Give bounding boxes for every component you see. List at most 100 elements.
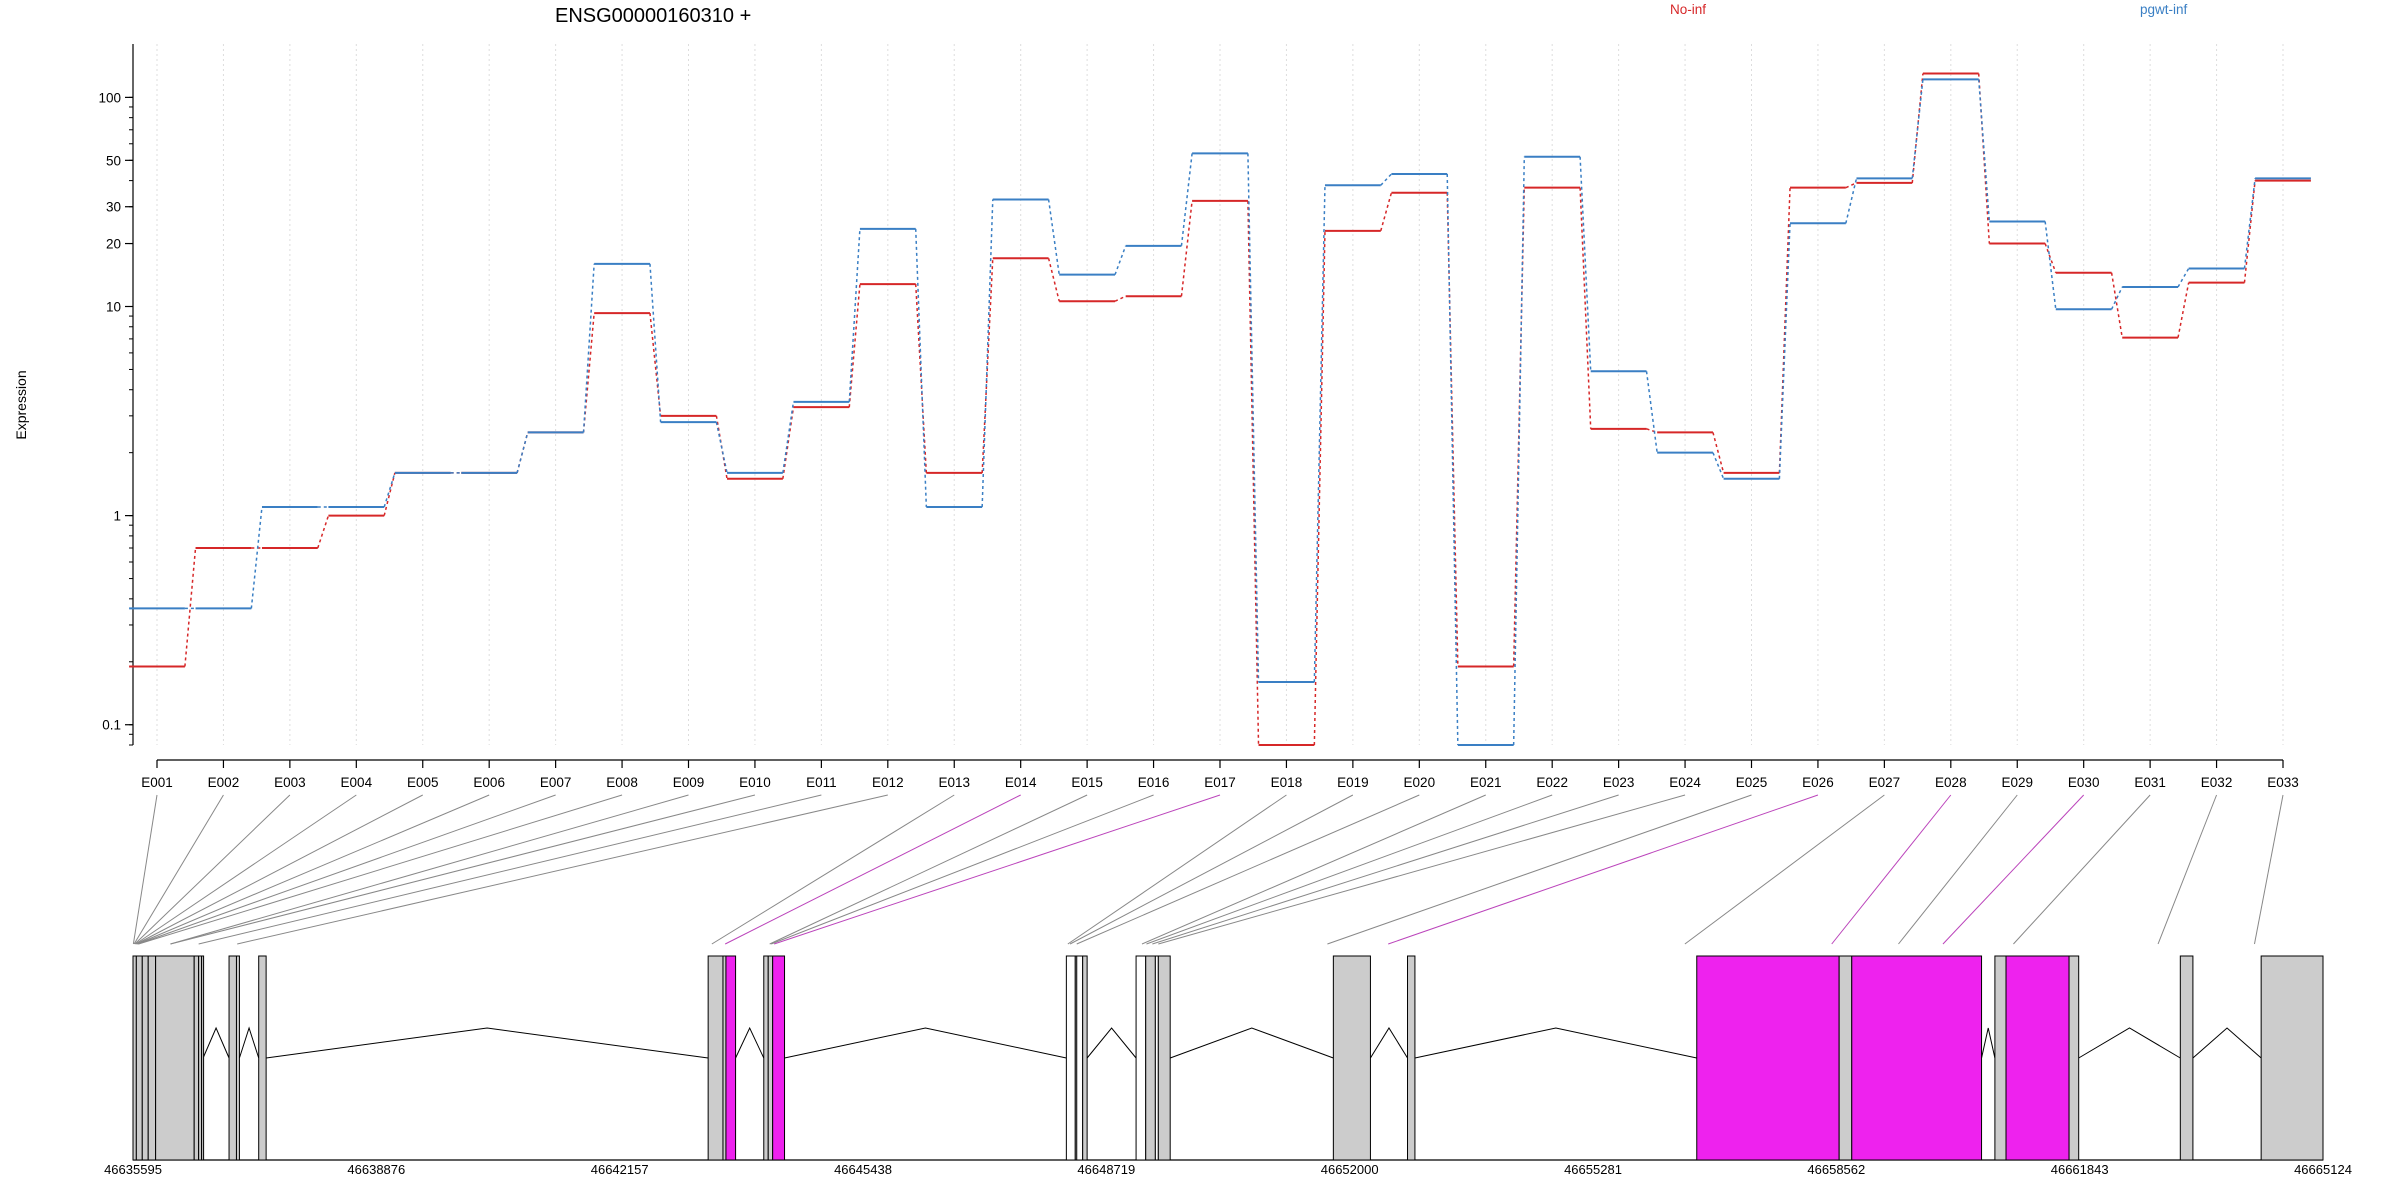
series-connector	[1313, 230, 1326, 746]
y-tick-label: 20	[106, 237, 121, 252]
intron-line	[2078, 1027, 2181, 1059]
x-tick-label: E009	[673, 775, 705, 790]
series-connector	[1247, 200, 1260, 746]
exon-connector-line	[133, 794, 224, 945]
intron-line	[1414, 1027, 1697, 1059]
genome-coordinate-label: 46645438	[834, 1162, 892, 1177]
series-connector	[1047, 258, 1060, 302]
series-connector	[1047, 199, 1060, 275]
exon-connector-line	[136, 794, 423, 945]
exon-connector-line	[711, 794, 955, 945]
series-connector	[1380, 192, 1393, 232]
y-axis-label: Expression	[13, 370, 29, 439]
exon-connector-line	[137, 794, 556, 945]
series-connector	[184, 547, 197, 667]
exon-connector-line	[132, 794, 158, 945]
series-connector	[516, 432, 529, 474]
series-connector	[1579, 156, 1592, 372]
series-connector	[383, 472, 396, 508]
exon-box	[767, 955, 774, 1161]
intron-line	[1370, 1027, 1408, 1059]
series-connector	[1778, 223, 1791, 479]
series-connector	[1712, 452, 1725, 480]
legend-entry-pgwt-inf: pgwt-inf	[2140, 2, 2188, 17]
series-connector	[1247, 153, 1260, 683]
exon-connector-line	[1942, 794, 2085, 945]
exon-connector-line	[1831, 794, 1952, 945]
exon-box	[763, 955, 769, 1161]
exon-box	[2068, 955, 2080, 1161]
series-connector	[2177, 282, 2190, 338]
x-tick-label: E031	[2134, 775, 2166, 790]
series-connector	[1380, 173, 1392, 186]
intron-line	[238, 1026, 260, 1059]
exon-connector-line	[170, 794, 689, 945]
x-tick-label: E028	[1935, 775, 1967, 790]
grid-lines	[156, 44, 2284, 745]
x-tick-label: E024	[1669, 775, 1701, 790]
x-tick-label: E025	[1736, 775, 1768, 790]
series-connector	[782, 401, 795, 474]
intron-line	[2192, 1027, 2262, 1059]
x-tick-label: E002	[208, 775, 240, 790]
series-connector	[782, 407, 795, 479]
series-connector	[250, 506, 263, 609]
genome-coordinate-label: 46655281	[1564, 1162, 1622, 1177]
exon-connector-line	[135, 794, 357, 945]
exon-box	[1145, 955, 1156, 1161]
series-lines	[129, 72, 2311, 746]
series-connector	[2243, 180, 2256, 283]
x-tick-label: E029	[2001, 775, 2033, 790]
x-tick-label: E023	[1603, 775, 1635, 790]
series-connector	[981, 199, 994, 507]
series-pgwt-inf	[129, 78, 2311, 746]
series-connector	[1911, 79, 1924, 179]
exon-connector-line	[136, 794, 490, 945]
series-connector	[1845, 178, 1858, 224]
series-connector	[2044, 221, 2057, 310]
exon-box	[2005, 955, 2070, 1161]
series-connector	[1579, 187, 1592, 429]
series-connector	[1512, 156, 1526, 746]
exon-connector-line	[1684, 794, 1885, 945]
intron-line	[202, 1026, 230, 1059]
exon-connector-line	[1141, 794, 1486, 945]
legend-entry-no-inf: No-inf	[1670, 2, 1706, 17]
x-tick-label: E008	[606, 775, 638, 790]
intron-line	[1981, 1027, 1996, 1059]
series-connector	[848, 228, 861, 402]
y-tick-label: 0.1	[102, 718, 121, 733]
exon-box	[1838, 955, 1853, 1161]
exon-box	[1135, 955, 1147, 1161]
exon-box	[228, 955, 237, 1161]
genome-coordinate-label: 46658562	[1807, 1162, 1865, 1177]
exon-connector-line	[1327, 794, 1752, 945]
x-tick-label: E014	[1005, 775, 1037, 790]
exon-box	[1065, 955, 1076, 1161]
exon-connector-line	[2013, 794, 2151, 945]
x-tick-label: E010	[739, 775, 771, 790]
series-connector	[383, 472, 396, 516]
exon-connector-line	[134, 794, 291, 945]
exon-box	[1407, 955, 1416, 1161]
series-connector	[1645, 371, 1658, 453]
exon-box	[725, 955, 737, 1161]
x-tick-label: E022	[1536, 775, 1568, 790]
x-tick-label: E018	[1271, 775, 1303, 790]
series-connector	[1646, 428, 1658, 434]
exon-connector-lines	[132, 794, 2284, 945]
exon-box	[147, 955, 157, 1161]
genome-coordinate-label: 46638876	[347, 1162, 405, 1177]
y-tick-label: 10	[106, 299, 121, 314]
series-connector	[2177, 268, 2190, 288]
exon-box	[1332, 955, 1371, 1161]
exon-connector-line	[198, 794, 822, 945]
exon-connector-line	[1146, 794, 1553, 945]
exon-box	[201, 955, 205, 1161]
series-connector	[1845, 182, 1857, 189]
series-connector	[1313, 185, 1326, 683]
x-tick-label: E013	[938, 775, 970, 790]
intron-line	[784, 1027, 1067, 1059]
exon-box	[1076, 955, 1084, 1161]
